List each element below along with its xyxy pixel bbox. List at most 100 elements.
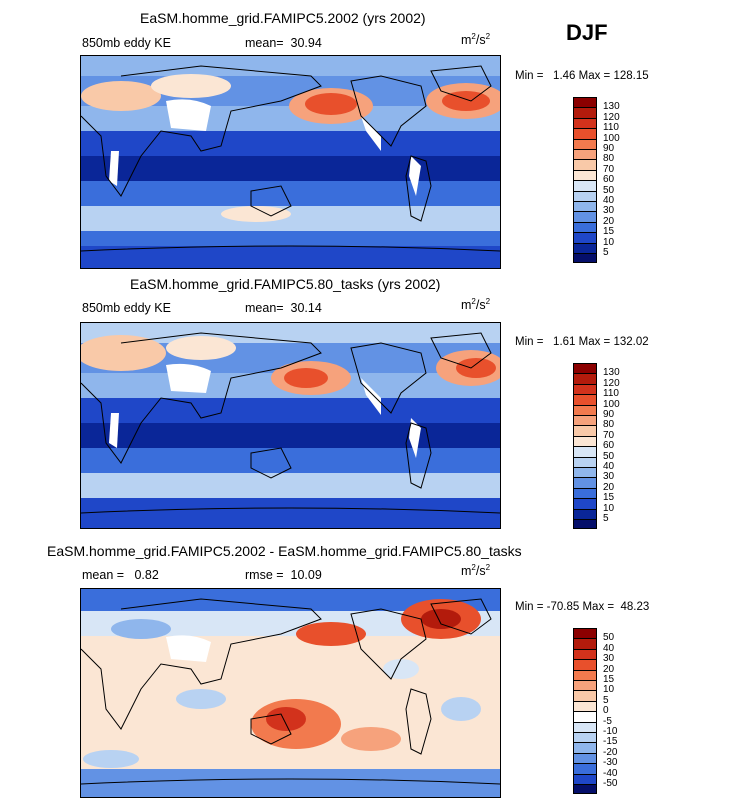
colorbar-swatch [573, 680, 597, 691]
colorbar-swatch [573, 128, 597, 139]
season-label: DJF [566, 20, 608, 45]
colorbar-tick-label: 10 [603, 684, 615, 696]
colorbar-swatch [573, 221, 597, 233]
panel2-max-label: Max = [578, 336, 611, 348]
unit-den-exp: 2 [485, 563, 491, 572]
panel2-title: EaSM.homme_grid.FAMIPC5.80_tasks (yrs 20… [130, 276, 441, 292]
colorbar-tick-label: 80 [603, 419, 615, 431]
colorbar-swatch [573, 97, 597, 108]
panel2-max-value: 132.02 [613, 336, 649, 348]
colorbar-swatch [573, 742, 597, 753]
colorbar-swatch [573, 117, 597, 129]
colorbar-swatch [573, 763, 597, 774]
panel1-variable: 850mb eddy KE [82, 36, 171, 50]
colorbar-swatch [573, 180, 597, 191]
colorbar-tick-label: 15 [603, 492, 615, 504]
colorbar-swatch [573, 373, 597, 384]
colorbar-swatch [573, 253, 597, 264]
colorbar-swatch [573, 700, 597, 712]
colorbar-swatch [573, 721, 597, 732]
panel3-mean-label: mean = [82, 568, 125, 582]
panel2-variable: 850mb eddy KE [82, 301, 171, 315]
colorbar-tick-label: 130 [603, 367, 620, 379]
colorbar-tick-label: 110 [603, 122, 619, 134]
colorbar-swatch [573, 138, 597, 149]
colorbar-swatch [573, 242, 597, 253]
colorbar-tick-label: 10 [603, 502, 615, 514]
colorbar-tick-label: 120 [603, 111, 620, 123]
colorbar-swatch [573, 394, 597, 405]
colorbar-tick-label: 90 [603, 143, 615, 154]
panel3-title: EaSM.homme_grid.FAMIPC5.2002 - EaSM.homm… [47, 543, 522, 559]
unit-exp: 2 [471, 297, 476, 306]
colorbar-tick-label: 60 [603, 440, 615, 452]
colorbar-swatch [573, 149, 597, 160]
colorbar-swatch [573, 211, 597, 222]
colorbar-tick-label: -20 [603, 746, 618, 758]
colorbar-swatch [573, 498, 597, 509]
panel1-title: EaSM.homme_grid.FAMIPC5.2002 (yrs 2002) [140, 10, 426, 26]
colorbar-frame [573, 97, 597, 264]
colorbar-tick-label: -15 [603, 736, 618, 748]
colorbar-tick-label: 20 [603, 663, 615, 675]
panel2-mean-value: 30.14 [290, 301, 322, 315]
colorbar-frame [573, 363, 597, 530]
unit-den: /s [475, 33, 486, 48]
colorbar-tick-label: 15 [603, 674, 615, 685]
unit-exp: 2 [471, 563, 476, 572]
colorbar-swatch [573, 648, 597, 660]
colorbar-tick-label: -50 [603, 778, 618, 789]
colorbar-tick-label: -5 [603, 715, 612, 727]
colorbar-swatch [573, 190, 597, 201]
colorbar-swatch [573, 425, 597, 436]
panel2-unit: m2/s2 [461, 297, 490, 312]
unit-den-exp: 2 [485, 297, 491, 306]
panel1-minmax: Min = 1.46 Max = 128.15 [515, 70, 649, 82]
panel2-minmax: Min = 1.61 Max = 132.02 [515, 336, 649, 348]
colorbar-tick-label: 30 [603, 653, 615, 665]
colorbar-tick-label: 40 [603, 195, 615, 206]
panel3-rmse-label: rmse = [245, 568, 284, 582]
unit-den: /s [475, 298, 486, 313]
panel1-min-label: Min = [515, 70, 544, 82]
colorbar-tick-label: 40 [603, 461, 615, 472]
colorbar-swatch [573, 508, 597, 519]
colorbar-swatch [573, 628, 597, 639]
colorbar-tick-label: 0 [603, 705, 609, 717]
panel1-mean-value: 30.94 [290, 36, 322, 50]
colorbar-tick-label: 20 [603, 481, 615, 493]
panel3-mean: mean = 0.82 [82, 568, 159, 582]
panel1-map-svg [81, 56, 500, 268]
colorbar-tick-label: 70 [603, 429, 615, 441]
colorbar-tick-label: 5 [603, 694, 609, 706]
colorbar-tick-label: 110 [603, 388, 619, 400]
panel3-mean-value: 0.82 [134, 568, 159, 582]
panel1-mean-label: mean= [245, 36, 284, 50]
colorbar-tick-label: 80 [603, 153, 615, 165]
colorbar-swatch [573, 752, 597, 764]
panel3-unit: m2/s2 [461, 563, 490, 578]
colorbar-tick-label: 100 [603, 398, 620, 410]
colorbar-swatch [573, 415, 597, 426]
colorbar-swatch [573, 107, 597, 118]
colorbar-tick-label: -10 [603, 726, 618, 737]
unit-den-exp: 2 [485, 32, 491, 41]
colorbar-swatch [573, 404, 597, 415]
colorbar-swatch [573, 669, 597, 680]
colorbar-tick-label: 50 [603, 632, 615, 644]
colorbar-swatch [573, 638, 597, 649]
colorbar-tick-label: -30 [603, 757, 618, 769]
colorbar-tick-label: 120 [603, 377, 620, 389]
panel1-max-value: 128.15 [613, 70, 649, 82]
panel3-map [80, 588, 501, 798]
colorbar-tick-label: -40 [603, 767, 618, 779]
panel3-rmse-value: 10.09 [290, 568, 322, 582]
panel3-max-label: Max = [582, 601, 615, 613]
colorbar-tick-label: 5 [603, 513, 609, 524]
colorbar-tick-label: 90 [603, 409, 615, 420]
panel2-mean: mean= 30.14 [245, 301, 322, 315]
colorbar-swatch [573, 732, 597, 743]
colorbar-swatch [573, 659, 597, 670]
panel1-max-label: Max = [578, 70, 611, 82]
panel2-min-label: Min = [515, 336, 544, 348]
